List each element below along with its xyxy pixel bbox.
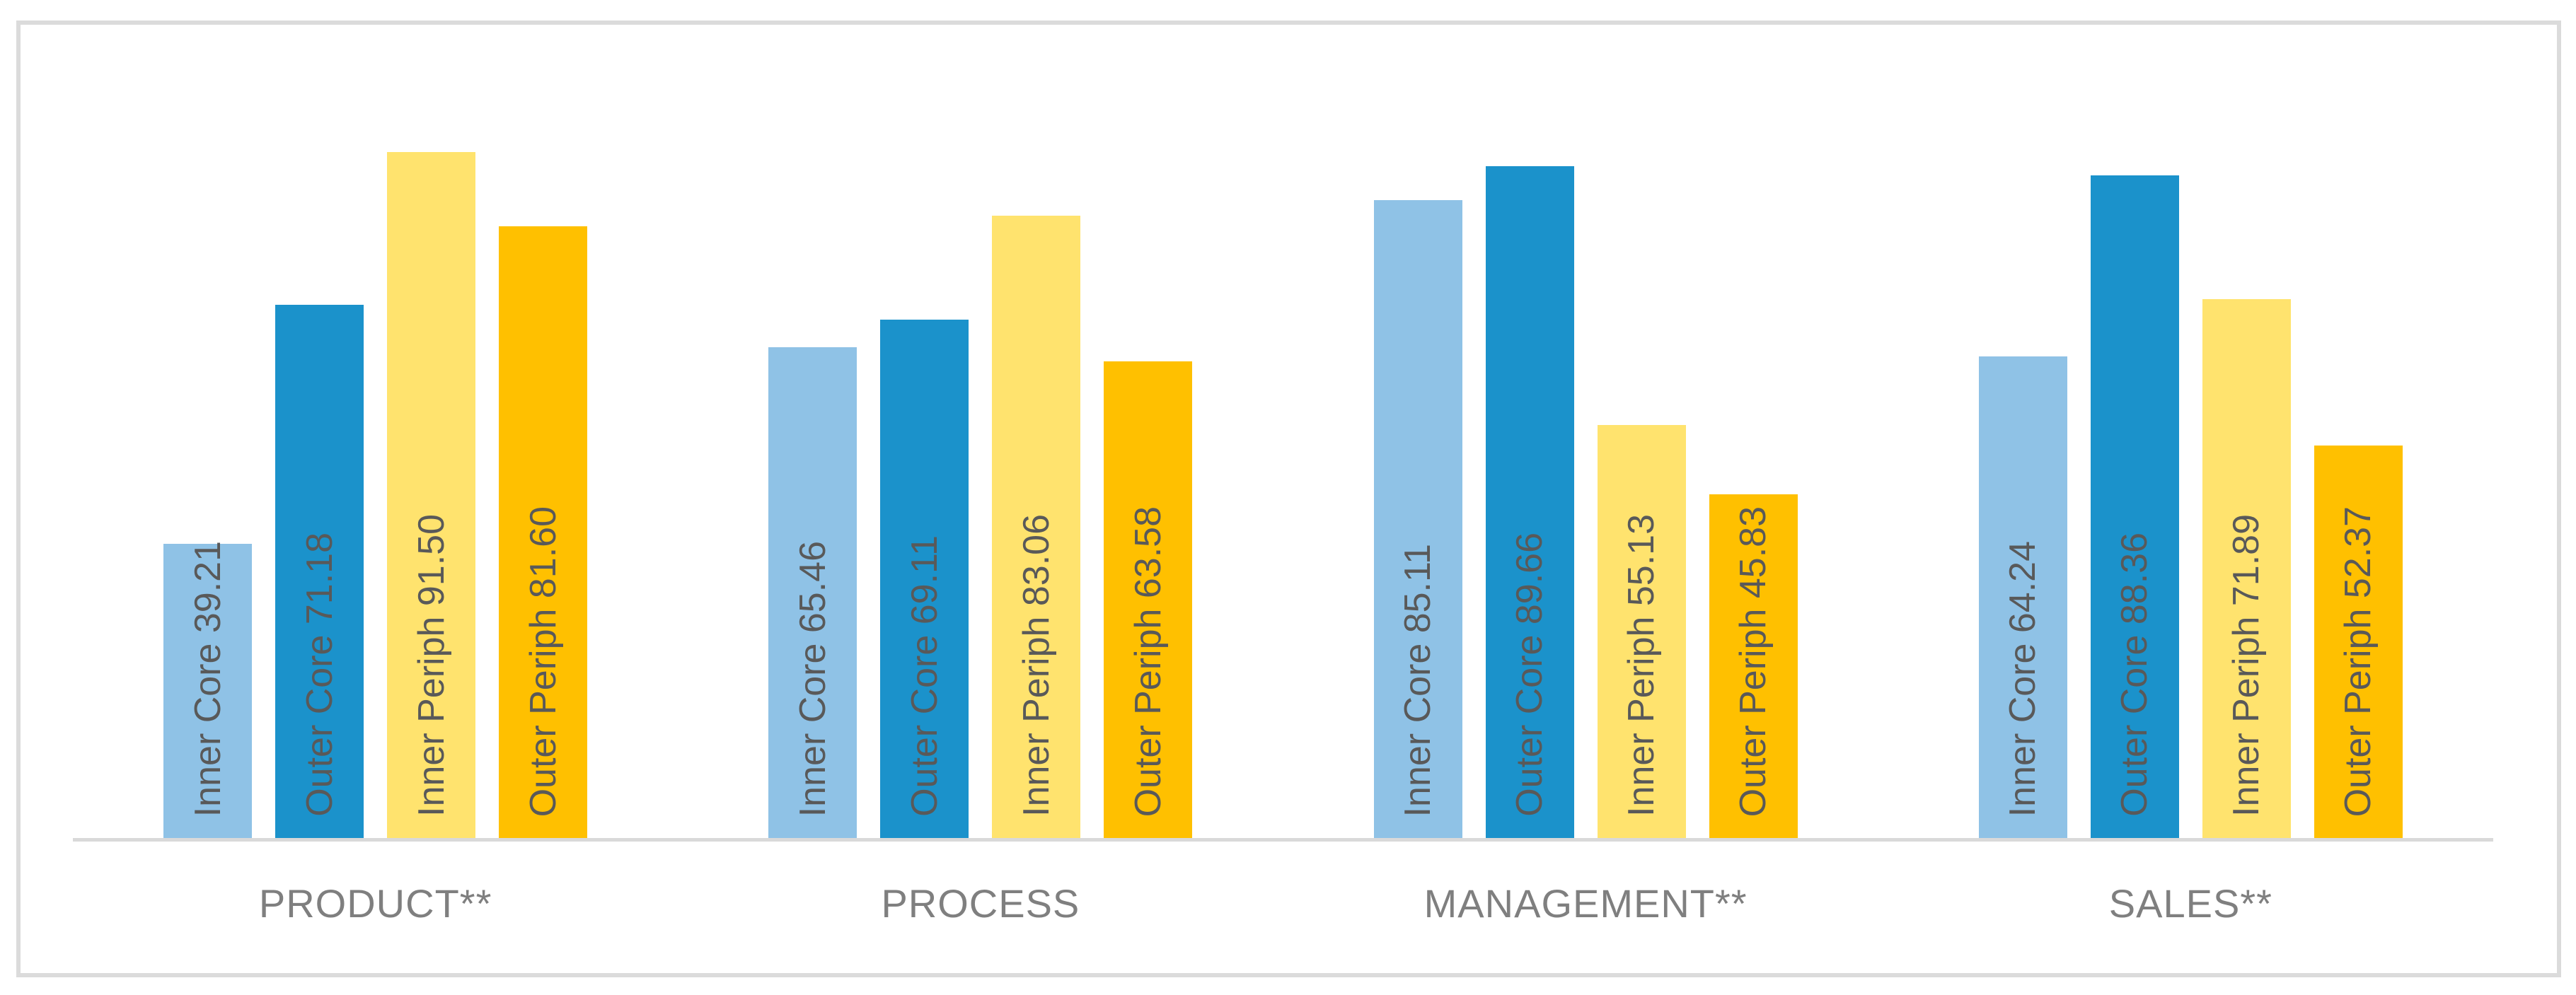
bar-management-inner-periph: Inner Periph 55.13 xyxy=(1597,88,1686,838)
chart-border: Inner Core 39.21 Outer Core 71.18 Inner Pe… xyxy=(16,21,2561,977)
bar-rect-outer-core xyxy=(880,320,969,838)
bar-data-label: Outer Core 89.66 xyxy=(1509,533,1551,817)
bar-data-label: Inner Core 85.11 xyxy=(1397,543,1439,817)
bar-data-label: Inner Core 39.21 xyxy=(187,540,229,817)
bar-sales-outer-core: Outer Core 88.36 xyxy=(2090,88,2179,838)
bar-data-label: Inner Periph 83.06 xyxy=(1015,514,1057,817)
category-label-management: MANAGEMENT** xyxy=(1423,881,1748,926)
bar-data-label: Outer Periph 45.83 xyxy=(1733,506,1774,817)
bar-data-label: Inner Periph 71.89 xyxy=(2226,514,2268,817)
bar-data-label: Inner Core 64.24 xyxy=(2002,540,2044,817)
bar-management-outer-core: Outer Core 89.66 xyxy=(1485,88,1574,838)
category-label-process: PROCESS xyxy=(881,881,1080,926)
bar-product-inner-core: Inner Core 39.21 xyxy=(163,88,253,838)
bar-rect-inner-periph xyxy=(992,215,1081,838)
bar-rect-outer-core xyxy=(2090,175,2179,838)
bar-rect-inner-periph xyxy=(1597,424,1686,838)
category-label-product: PRODUCT** xyxy=(258,881,492,926)
bar-process-outer-core: Outer Core 69.11 xyxy=(880,88,969,838)
bar-rect-inner-core xyxy=(1373,199,1462,838)
bar-rect-outer-core xyxy=(275,304,364,838)
category-axis: PRODUCT** PROCESS MANAGEMENT** SALES** xyxy=(73,884,2493,924)
bar-process-inner-core: Inner Core 65.46 xyxy=(768,88,857,838)
bar-data-label: Inner Core 65.46 xyxy=(792,540,833,817)
bar-data-label: Outer Periph 52.37 xyxy=(2338,506,2379,817)
bar-management-outer-periph: Outer Periph 45.83 xyxy=(1709,88,1798,838)
bar-product-outer-core: Outer Core 71.18 xyxy=(275,88,364,838)
bar-product-inner-periph: Inner Periph 91.50 xyxy=(387,88,476,838)
bar-sales-outer-periph: Outer Periph 52.37 xyxy=(2314,88,2403,838)
bar-rect-outer-periph xyxy=(1709,494,1798,838)
bar-rect-outer-core xyxy=(1485,165,1574,838)
bar-data-label: Outer Periph 63.58 xyxy=(1127,506,1169,817)
bar-management-inner-core: Inner Core 85.11 xyxy=(1373,88,1462,838)
bar-rect-outer-periph xyxy=(499,226,588,838)
bar-data-label: Outer Core 88.36 xyxy=(2114,533,2156,817)
bar-rect-outer-periph xyxy=(1104,361,1193,838)
category-group-process: Inner Core 65.46 Outer Core 69.11 Inner Pe… xyxy=(678,88,1283,838)
bar-rect-inner-core xyxy=(1978,356,2067,838)
bar-rect-inner-periph xyxy=(2202,298,2291,838)
bar-sales-inner-core: Inner Core 64.24 xyxy=(1978,88,2067,838)
bar-sales-inner-periph: Inner Periph 71.89 xyxy=(2202,88,2291,838)
bar-data-label: Inner Periph 55.13 xyxy=(1621,514,1663,817)
category-group-management: Inner Core 85.11 Outer Core 89.66 Inner Pe… xyxy=(1283,88,1888,838)
category-group-product: Inner Core 39.21 Outer Core 71.18 Inner Pe… xyxy=(73,88,678,838)
bar-groups: Inner Core 39.21 Outer Core 71.18 Inner Pe… xyxy=(73,88,2493,838)
bar-data-label: Outer Periph 81.60 xyxy=(522,506,564,817)
bar-rect-inner-periph xyxy=(387,152,476,838)
bar-rect-inner-core xyxy=(163,544,253,838)
category-label-sales: SALES** xyxy=(2108,881,2272,926)
x-axis-line xyxy=(73,838,2493,842)
bar-data-label: Inner Periph 91.50 xyxy=(410,514,452,817)
category-group-sales: Inner Core 64.24 Outer Core 88.36 Inner Pe… xyxy=(1888,88,2493,838)
bar-rect-inner-core xyxy=(768,347,857,838)
bar-process-outer-periph: Outer Periph 63.58 xyxy=(1104,88,1193,838)
plot-area: Inner Core 39.21 Outer Core 71.18 Inner Pe… xyxy=(73,88,2493,842)
bar-process-inner-periph: Inner Periph 83.06 xyxy=(992,88,1081,838)
bar-data-label: Outer Core 69.11 xyxy=(903,535,945,817)
bar-data-label: Outer Core 71.18 xyxy=(299,533,340,817)
bar-rect-outer-periph xyxy=(2314,445,2403,838)
bar-product-outer-periph: Outer Periph 81.60 xyxy=(499,88,588,838)
